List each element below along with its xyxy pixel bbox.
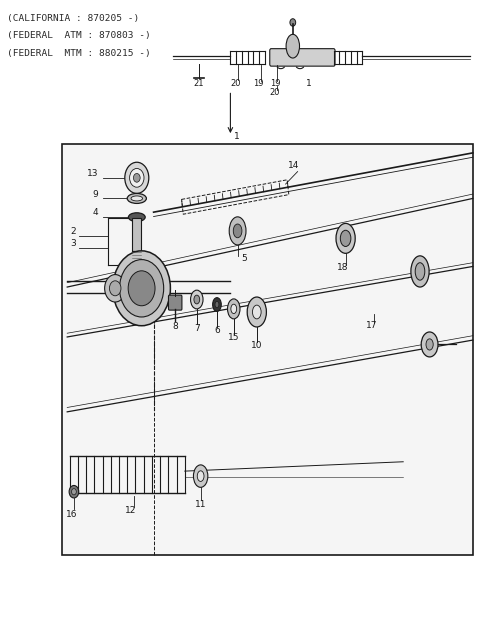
Ellipse shape xyxy=(193,465,208,487)
Circle shape xyxy=(133,173,140,182)
Text: 3: 3 xyxy=(70,239,76,248)
Ellipse shape xyxy=(411,256,429,287)
Text: 8: 8 xyxy=(172,323,178,331)
Circle shape xyxy=(290,19,296,26)
Text: (FEDERAL  ATM : 870803 -): (FEDERAL ATM : 870803 -) xyxy=(7,31,151,40)
FancyBboxPatch shape xyxy=(62,144,473,555)
Circle shape xyxy=(69,485,79,498)
Text: 7: 7 xyxy=(194,324,200,333)
Text: 9: 9 xyxy=(93,190,98,198)
FancyBboxPatch shape xyxy=(168,295,182,310)
Circle shape xyxy=(113,251,170,326)
Text: 10: 10 xyxy=(251,341,263,350)
Circle shape xyxy=(120,260,164,317)
Text: 4: 4 xyxy=(93,208,98,217)
Text: 2: 2 xyxy=(70,227,76,236)
Text: (CALIFORNIA : 870205 -): (CALIFORNIA : 870205 -) xyxy=(7,14,140,22)
Text: 18: 18 xyxy=(337,263,349,271)
Ellipse shape xyxy=(233,224,242,238)
Text: (FEDERAL  MTM : 880215 -): (FEDERAL MTM : 880215 -) xyxy=(7,49,151,57)
Text: 16: 16 xyxy=(66,510,77,519)
Circle shape xyxy=(109,281,121,296)
FancyBboxPatch shape xyxy=(132,218,141,251)
Text: 5: 5 xyxy=(241,254,247,263)
Ellipse shape xyxy=(229,217,246,245)
Ellipse shape xyxy=(213,298,221,311)
Text: 19: 19 xyxy=(253,79,264,88)
Ellipse shape xyxy=(340,230,351,246)
Ellipse shape xyxy=(228,299,240,319)
Circle shape xyxy=(128,271,155,306)
Text: 17: 17 xyxy=(366,321,378,329)
FancyBboxPatch shape xyxy=(134,276,139,283)
Ellipse shape xyxy=(215,301,219,308)
Text: 14: 14 xyxy=(288,162,300,170)
Text: 11: 11 xyxy=(195,500,206,509)
Ellipse shape xyxy=(231,305,237,313)
Text: 20: 20 xyxy=(270,88,280,97)
Ellipse shape xyxy=(131,196,143,201)
Circle shape xyxy=(105,275,126,302)
Text: 19: 19 xyxy=(270,79,280,88)
Text: 12: 12 xyxy=(125,506,136,515)
Ellipse shape xyxy=(194,295,200,304)
Ellipse shape xyxy=(336,223,355,253)
Ellipse shape xyxy=(252,305,261,319)
Text: 15: 15 xyxy=(228,333,240,342)
Text: 21: 21 xyxy=(193,79,204,88)
Ellipse shape xyxy=(191,290,203,309)
Ellipse shape xyxy=(415,263,425,280)
Text: 1: 1 xyxy=(306,79,312,88)
Ellipse shape xyxy=(197,470,204,482)
Text: 1: 1 xyxy=(234,132,240,140)
Circle shape xyxy=(125,162,149,193)
Ellipse shape xyxy=(128,213,145,222)
Circle shape xyxy=(130,168,144,187)
Ellipse shape xyxy=(286,34,300,58)
Ellipse shape xyxy=(426,339,433,350)
FancyBboxPatch shape xyxy=(132,251,141,276)
Ellipse shape xyxy=(247,297,266,327)
FancyBboxPatch shape xyxy=(270,49,335,66)
Ellipse shape xyxy=(421,332,438,357)
Circle shape xyxy=(72,489,76,495)
Text: 6: 6 xyxy=(214,326,220,335)
Ellipse shape xyxy=(127,193,146,203)
Text: 13: 13 xyxy=(87,169,98,178)
Text: 20: 20 xyxy=(230,79,240,88)
